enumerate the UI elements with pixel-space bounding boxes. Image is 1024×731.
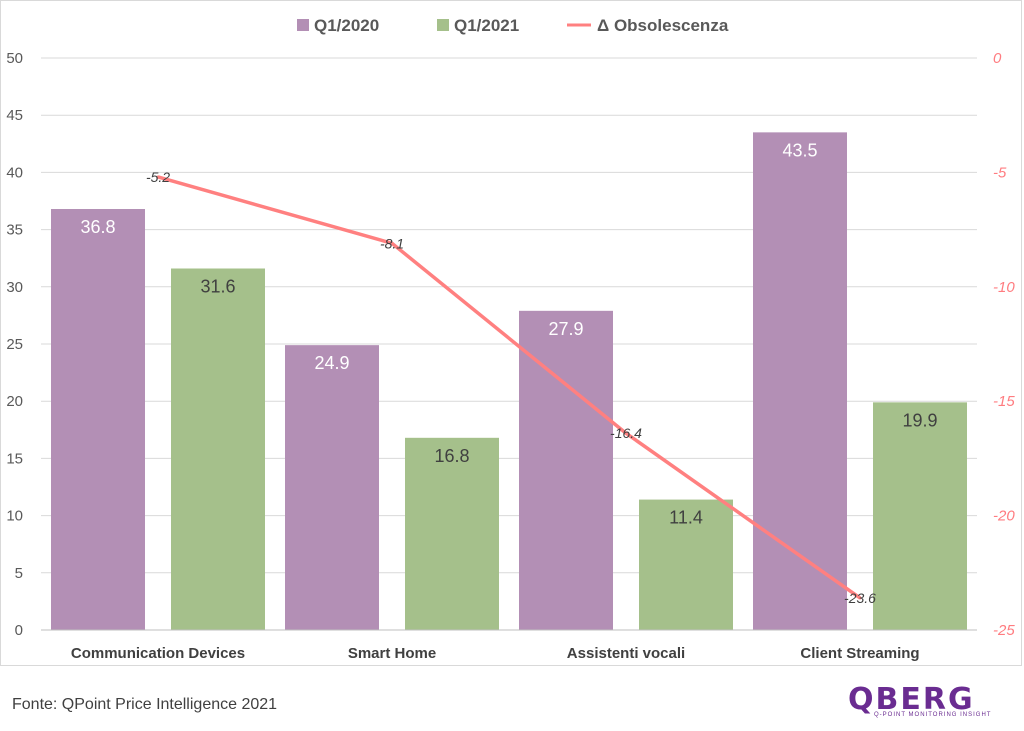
y-left-tick-label: 25 bbox=[6, 336, 23, 353]
y-right-tick-label: -15 bbox=[993, 393, 1015, 410]
y-left-tick-label: 35 bbox=[6, 222, 23, 239]
bar-value-label-2021: 11.4 bbox=[669, 508, 703, 528]
x-category-label: Client Streaming bbox=[800, 645, 919, 662]
bar-value-label-2021: 16.8 bbox=[434, 446, 469, 466]
delta-line bbox=[156, 175, 862, 600]
y-right-tick-label: -10 bbox=[993, 279, 1015, 296]
delta-value-label: -8.1 bbox=[380, 235, 404, 251]
y-left-tick-label: 45 bbox=[6, 107, 23, 124]
y-right-tick-label: -25 bbox=[993, 622, 1015, 639]
source-note: Fonte: QPoint Price Intelligence 2021 bbox=[12, 696, 278, 713]
x-category-label: Smart Home bbox=[348, 645, 436, 662]
bar-q1-2021 bbox=[171, 268, 265, 630]
y-left-tick-label: 15 bbox=[6, 450, 23, 467]
bar-value-label-2021: 19.9 bbox=[902, 410, 937, 430]
qberg-logo: QBERG Q-POINT MONITORING INSIGHT bbox=[848, 682, 1014, 724]
y-left-tick-label: 0 bbox=[15, 622, 23, 639]
bar-q1-2020 bbox=[285, 345, 379, 630]
bar-value-label-2020: 24.9 bbox=[314, 353, 349, 373]
y-right-tick-label: -5 bbox=[993, 164, 1007, 181]
x-category-label: Assistenti vocali bbox=[567, 645, 685, 662]
x-category-label: Communication Devices bbox=[71, 645, 245, 662]
y-left-tick-label: 20 bbox=[6, 393, 23, 410]
delta-obsolescenza-line bbox=[157, 175, 862, 600]
bar-value-label-2020: 36.8 bbox=[80, 217, 115, 237]
bar-value-label-2020: 43.5 bbox=[782, 140, 817, 160]
delta-point bbox=[858, 596, 862, 600]
bar-q1-2020 bbox=[519, 310, 613, 630]
legend-swatch bbox=[437, 19, 449, 31]
logo-tagline: Q-POINT MONITORING INSIGHT bbox=[874, 712, 992, 718]
bars bbox=[51, 132, 967, 631]
delta-value-label: -23.6 bbox=[844, 590, 876, 606]
bar-q1-2020 bbox=[753, 132, 847, 631]
y-left-tick-label: 30 bbox=[6, 279, 23, 296]
legend-label: Δ Obsolescenza bbox=[597, 16, 729, 35]
bar-q1-2020 bbox=[51, 209, 145, 630]
bar-value-label-2021: 31.6 bbox=[200, 276, 235, 296]
legend: Q1/2020 Q1/2021 Δ Obsolescenza bbox=[297, 16, 729, 35]
y-left-tick-label: 40 bbox=[6, 164, 23, 181]
y-left-tick-label: 10 bbox=[6, 508, 23, 525]
delta-point bbox=[390, 241, 394, 245]
legend-swatch bbox=[297, 19, 309, 31]
delta-point bbox=[156, 175, 160, 179]
bar-q1-2021 bbox=[873, 402, 967, 630]
delta-value-label: -5.2 bbox=[146, 169, 170, 185]
y-left-tick-label: 50 bbox=[6, 50, 23, 67]
data-labels: 36.8 31.6 24.9 16.8 27.9 11.4 43.5 19.9 -5.2 -8.1… bbox=[80, 140, 937, 606]
delta-value-label: -16.4 bbox=[610, 425, 642, 441]
bar-value-label-2020: 27.9 bbox=[548, 319, 583, 339]
combo-chart: 0 5 10 15 20 25 30 35 40 45 50 -25 -20 -15 -10 -5 0 Commu… bbox=[6, 16, 1015, 662]
legend-label: Q1/2020 bbox=[314, 16, 379, 35]
axes: 0 5 10 15 20 25 30 35 40 45 50 -25 -20 -15 -10 -5 0 Commu… bbox=[6, 50, 1015, 662]
chart-frame: 0 5 10 15 20 25 30 35 40 45 50 -25 -20 -15 -10 -5 0 Commu… bbox=[0, 0, 1022, 666]
delta-point bbox=[624, 431, 628, 435]
bar-q1-2021 bbox=[639, 499, 733, 630]
y-right-tick-label: 0 bbox=[993, 50, 1002, 67]
y-left-tick-label: 5 bbox=[15, 565, 23, 582]
bar-q1-2021 bbox=[405, 437, 499, 630]
legend-label: Q1/2021 bbox=[454, 16, 519, 35]
logo-word: QBERG bbox=[848, 682, 975, 717]
y-right-tick-label: -20 bbox=[993, 508, 1015, 525]
